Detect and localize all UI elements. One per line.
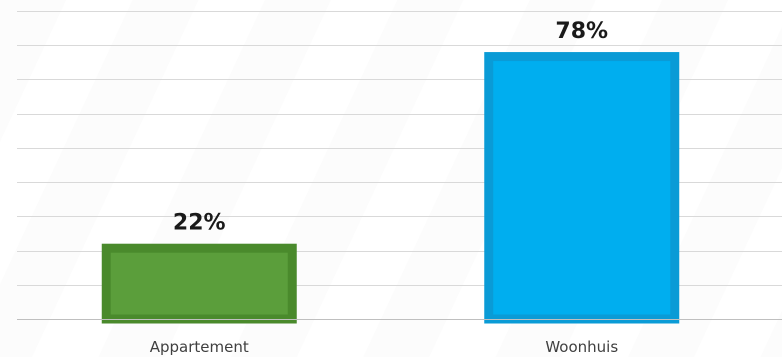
value-label-appartement: 22% (173, 211, 226, 236)
value-label-woonhuis: 78% (555, 19, 608, 44)
value-labels: 22% 78% (173, 19, 608, 236)
bar-appartement (101, 243, 297, 324)
category-label-appartement: Appartement (150, 338, 249, 356)
bar-woonhuis (484, 52, 680, 324)
bars (101, 52, 680, 324)
category-labels: Appartement Woonhuis (150, 338, 619, 356)
category-label-woonhuis: Woonhuis (545, 338, 618, 356)
